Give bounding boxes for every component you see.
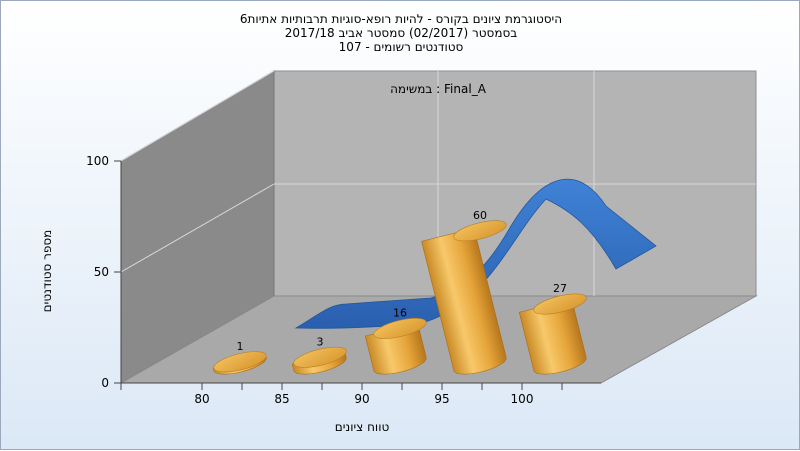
bar-data-label: 3 xyxy=(317,335,324,348)
y-axis-title: מספר סטודנטים xyxy=(40,230,54,313)
legend-label: במשימה : Final_A xyxy=(390,82,487,96)
x-tick-label: 95 xyxy=(434,392,449,406)
bar xyxy=(291,346,347,375)
chart-title-line-2: בסמסטר (02/2017) סמסטר אביב 2017/18 xyxy=(285,26,517,40)
x-tick-label: 90 xyxy=(354,392,369,406)
x-tick-label: 85 xyxy=(274,392,289,406)
chart-title-line-3: סטודנטים רשומים - 107 xyxy=(339,40,464,54)
chart-title-line-1: היסטוגרמת ציונים בקורס - להיות רופא-סוגי… xyxy=(240,12,562,26)
y-tick-label: 50 xyxy=(94,265,109,279)
bar xyxy=(364,318,427,375)
x-tick-label: 80 xyxy=(194,392,209,406)
y-tick-label: 100 xyxy=(86,154,109,168)
x-axis-title: טווח ציונים xyxy=(335,420,390,434)
bar-data-label: 16 xyxy=(393,306,407,319)
bar-data-label: 1 xyxy=(237,340,244,353)
y-tick-label: 0 xyxy=(101,376,109,390)
bar-data-label: 27 xyxy=(553,282,567,295)
bar xyxy=(421,220,507,375)
bar xyxy=(212,351,267,375)
bar-data-label: 60 xyxy=(473,209,487,222)
x-tick-label: 100 xyxy=(511,392,534,406)
bar xyxy=(518,293,587,375)
